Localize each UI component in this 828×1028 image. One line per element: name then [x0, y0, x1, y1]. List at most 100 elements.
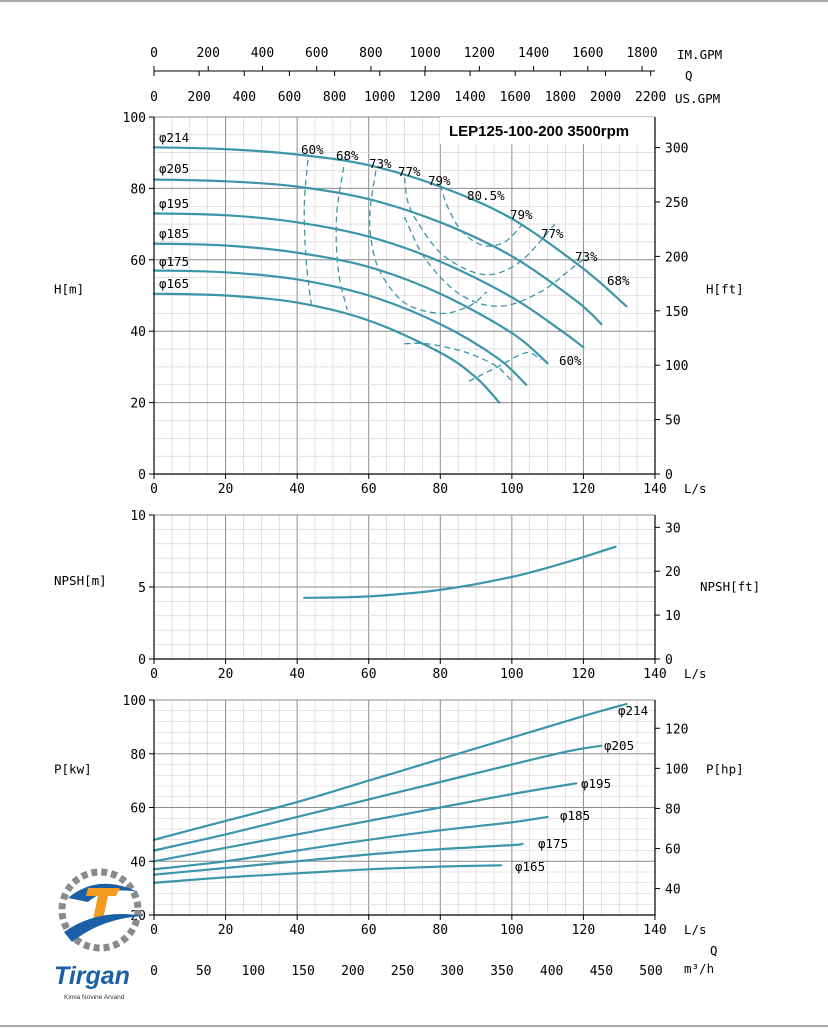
- chart-title: LEP125-100-200 3500rpm: [449, 123, 629, 140]
- npsh-x-tick-label: 120: [572, 667, 595, 682]
- efficiency-curve: [368, 170, 488, 315]
- power-series: [152, 702, 628, 884]
- power-y-right-tick-label: 100: [665, 762, 688, 777]
- m3h-tick-label: 0: [150, 964, 158, 979]
- us-gpm-tick-label: 1600: [500, 90, 531, 105]
- power-y-tick-label: 80: [130, 748, 146, 763]
- power-y-right-tick-label: 40: [665, 883, 681, 898]
- m3h-tick-label: 500: [639, 964, 662, 979]
- us-gpm-tick-label: 1200: [409, 90, 440, 105]
- power-x-tick-label: 100: [500, 923, 523, 938]
- power-curve-label: φ185: [560, 808, 590, 823]
- npsh-axes: 0 20 40 60 80 100 120 140 L/s 0 5 10 NPSH[m] 0 10 20 30 N…: [54, 509, 760, 682]
- us-gpm-tick-label: 1800: [545, 90, 576, 105]
- head-grid: [153, 116, 656, 475]
- npsh-y-right-label: NPSH[ft]: [700, 579, 760, 594]
- logo-t-letter: [86, 888, 120, 924]
- head-y-tick-label: 60: [130, 254, 146, 269]
- m3h-tick-label: 100: [242, 964, 265, 979]
- us-gpm-unit: US.GPM: [675, 91, 720, 106]
- head-y-right-label: H[ft]: [706, 282, 744, 297]
- logo-swoosh-bottom: [64, 914, 144, 942]
- us-gpm-tick-label: 800: [323, 90, 346, 105]
- head-x-tick-label: 40: [289, 482, 305, 497]
- im-gpm-tick-label: 400: [251, 46, 274, 61]
- head-curve-label: φ205: [159, 161, 189, 176]
- head-x-tick-label: 120: [572, 482, 595, 497]
- head-chart: 0 20 40 60 80 100 120 140 L/s 0 20 40 60 80 100 H[m] 0 50…: [54, 46, 744, 497]
- head-curve-label: φ185: [159, 226, 189, 241]
- power-grid: [153, 699, 656, 916]
- m3h-unit: m³/h: [684, 961, 714, 976]
- us-gpm-tick-label: 200: [187, 90, 210, 105]
- npsh-y-label: NPSH[m]: [54, 573, 107, 588]
- npsh-grid: [153, 514, 656, 660]
- npsh-y-right-tick-label: 20: [665, 565, 681, 580]
- head-curve-labels: φ214 φ205 φ195 φ185 φ175 φ165: [159, 130, 189, 291]
- head-x-tick-label: 100: [500, 482, 523, 497]
- power-curve-label: φ195: [581, 776, 611, 791]
- head-x-tick-label: 20: [218, 482, 234, 497]
- head-x-tick-label: 60: [361, 482, 377, 497]
- us-gpm-tick-label: 2200: [635, 90, 666, 105]
- npsh-x-tick-label: 140: [643, 667, 666, 682]
- us-gpm-tick-label: 400: [233, 90, 256, 105]
- head-efficiency-curves: [303, 159, 588, 382]
- m3h-tick-label: 50: [196, 964, 212, 979]
- im-gpm-tick-label: 1400: [518, 46, 549, 61]
- us-gpm-tick-label: 0: [150, 90, 158, 105]
- efficiency-curve: [439, 184, 524, 247]
- npsh-x-tick-label: 80: [432, 667, 448, 682]
- power-x-tick-label: 20: [218, 923, 234, 938]
- us-gpm-tick-label: 1400: [454, 90, 485, 105]
- head-y-right-tick-label: 300: [665, 142, 688, 157]
- us-gpm-tick-label: 1000: [364, 90, 395, 105]
- m3h-tick-label: 150: [291, 964, 314, 979]
- efficiency-label: 68%: [336, 148, 359, 163]
- efficiency-curve: [403, 216, 588, 307]
- power-curve-label: φ205: [604, 738, 634, 753]
- npsh-y-right-tick-label: 10: [665, 609, 681, 624]
- power-curve-label: φ165: [515, 859, 545, 874]
- efficiency-label: 60%: [559, 353, 582, 368]
- power-curve-label: φ214: [618, 703, 648, 718]
- power-y-tick-label: 40: [130, 855, 146, 870]
- head-series-line: [152, 292, 501, 404]
- head-curve-label: φ195: [159, 196, 189, 211]
- im-gpm-tick-label: 1800: [626, 46, 657, 61]
- im-gpm-tick-label: 1600: [572, 46, 603, 61]
- gear-icon: [58, 868, 142, 952]
- bottom-q-unit: Q: [710, 943, 718, 958]
- logo-brand: Tirgan: [54, 962, 130, 990]
- im-gpm-tick-label: 1200: [464, 46, 495, 61]
- head-curve-label: φ175: [159, 254, 189, 269]
- m3h-tick-label: 400: [540, 964, 563, 979]
- power-curve-label: φ175: [538, 836, 568, 851]
- npsh-y-right-tick-label: 30: [665, 521, 681, 536]
- head-y-tick-label: 20: [130, 397, 146, 412]
- head-curve-label: φ165: [159, 276, 189, 291]
- power-y-right-label: P[hp]: [706, 762, 744, 777]
- head-y-label: H[m]: [54, 282, 84, 297]
- head-axes: 0 20 40 60 80 100 120 140 L/s 0 20 40 60 80 100 H[m] 0 50…: [54, 46, 744, 497]
- efficiency-labels: 60% 68% 73% 77% 79% 80.5% 79% 77% 73% 68% 60%: [301, 142, 630, 368]
- head-series-line: [152, 242, 549, 365]
- head-x-tick-label: 140: [643, 482, 666, 497]
- npsh-y-tick-label: 10: [130, 509, 146, 524]
- m3h-tick-label: 450: [590, 964, 613, 979]
- head-curve-label: φ214: [159, 130, 189, 145]
- head-y-tick-label: 0: [138, 468, 146, 483]
- head-x-tick-label: 0: [150, 482, 158, 497]
- head-y-tick-label: 80: [130, 182, 146, 197]
- im-gpm-tick-label: 0: [150, 46, 158, 61]
- power-y-tick-label: 60: [130, 802, 146, 817]
- head-x-unit: L/s: [684, 481, 707, 496]
- power-x-tick-label: 80: [432, 923, 448, 938]
- head-series-line: [152, 178, 603, 326]
- head-series-line: [152, 146, 628, 308]
- m3h-tick-label: 250: [391, 964, 414, 979]
- efficiency-label: 73%: [369, 156, 392, 171]
- power-series-line: [152, 815, 549, 871]
- power-y-tick-label: 100: [123, 694, 146, 709]
- us-gpm-tick-label: 2000: [590, 90, 621, 105]
